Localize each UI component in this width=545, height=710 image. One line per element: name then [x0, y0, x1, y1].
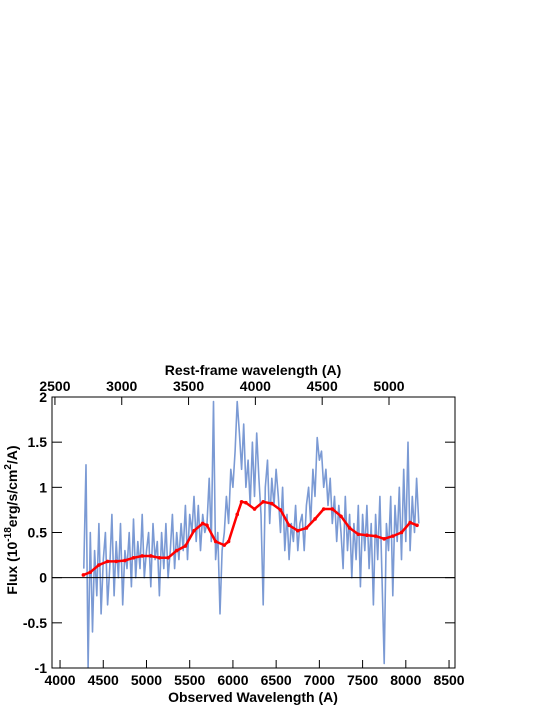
y-axis-label-part: 2 [3, 464, 14, 470]
model-point [149, 554, 153, 558]
model-point [140, 554, 144, 558]
x2-tick-label: 3500 [173, 378, 204, 394]
model-point [88, 570, 93, 575]
y-axis-label-part: Flux (10 [4, 541, 20, 594]
x-tick-label: 6000 [217, 672, 248, 688]
y-tick-label: 0.5 [28, 525, 48, 541]
model-point [304, 526, 309, 530]
model-point [213, 539, 218, 544]
model-point [408, 520, 412, 525]
model-point [131, 555, 136, 560]
model-point [239, 499, 244, 504]
model-point [205, 523, 209, 528]
model-point [174, 548, 179, 553]
x-axis-label: Observed Wavelength (A) [168, 689, 338, 705]
y-tick-label: -0.5 [23, 615, 47, 631]
model-point [235, 512, 240, 517]
model-point [244, 500, 248, 505]
model-point [295, 528, 300, 533]
y-axis-label: Flux (10-18erg/s/cm2/A) [3, 445, 20, 594]
x-tick-label: 8000 [390, 672, 421, 688]
model-point [373, 534, 378, 538]
y-axis-label-part: erg/s/cm [4, 470, 20, 528]
model-point [270, 501, 274, 506]
model-point [97, 563, 101, 567]
x-tick-label: 5000 [131, 672, 162, 688]
x-tick-label: 4000 [44, 672, 75, 688]
model-point [321, 507, 326, 511]
model-point [382, 537, 387, 541]
x-tick-label: 4500 [88, 672, 119, 688]
model-point [192, 528, 196, 533]
model-point [261, 499, 265, 504]
x2-tick-label: 4500 [307, 378, 338, 394]
x2-tick-label: 3000 [106, 378, 137, 394]
model-point [252, 507, 257, 511]
model-point [330, 507, 335, 511]
model-point [123, 558, 127, 563]
x-tick-label: 7500 [347, 672, 378, 688]
x2-tick-label: 2500 [39, 378, 70, 394]
y-tick-label: -1 [35, 660, 48, 676]
model-point [157, 555, 162, 560]
model-point [183, 544, 188, 548]
x-tick-label: 7000 [304, 672, 335, 688]
model-point [166, 555, 170, 560]
spectrum-line [83, 400, 420, 668]
model-point [365, 533, 369, 538]
y-tick-label: 1 [39, 479, 47, 495]
model-point [339, 514, 343, 519]
model-point [415, 523, 419, 528]
x-tick-label: 6500 [261, 672, 292, 688]
x-tick-label: 8500 [433, 672, 464, 688]
y-tick-label: 1.5 [28, 434, 48, 450]
model-point [356, 532, 361, 537]
model-point [391, 534, 395, 538]
x2-tick-label: 5000 [373, 378, 404, 394]
y-tick-label: 0 [39, 570, 47, 586]
x2-tick-label: 4000 [240, 378, 271, 394]
model-point [105, 559, 110, 564]
x2-axis-label: Rest-frame wavelength (A) [165, 362, 342, 378]
model-point [287, 523, 291, 528]
model-point [226, 539, 231, 544]
model-point [200, 521, 205, 526]
y-tick-label: 2 [39, 389, 47, 405]
x-tick-label: 5500 [174, 672, 205, 688]
model-point [278, 508, 283, 512]
model-point [347, 526, 352, 530]
y-axis-label-part: /A) [4, 445, 20, 464]
model-point [222, 543, 227, 547]
model-point [114, 559, 119, 564]
y-axis-label-part: -18 [3, 527, 14, 542]
model-point [399, 530, 404, 535]
model-point [313, 517, 317, 521]
model-point [81, 573, 86, 577]
